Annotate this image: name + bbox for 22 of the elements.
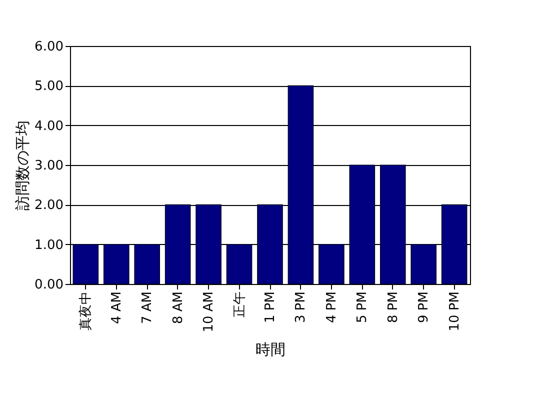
x-tick-label: 3 PM — [294, 292, 309, 323]
x-tick-label: 5 PM — [355, 292, 370, 323]
x-tick-label: 1 PM — [263, 292, 278, 323]
x-tick-label: 真夜中 — [78, 292, 94, 330]
x-tick-label: 9 PM — [416, 292, 432, 323]
x-axis-title: 時間 — [256, 340, 286, 358]
y-axis-title: 訪問数の平均 — [14, 120, 32, 210]
x-tick-label: 4 AM — [109, 292, 124, 324]
y-tick-label: 4.00 — [34, 118, 64, 134]
y-tick-label: 6.00 — [34, 40, 64, 54]
y-tick-label: 0.00 — [34, 278, 64, 292]
y-tick-label: 5.00 — [34, 79, 64, 94]
y-tick-label: 3.00 — [34, 158, 64, 174]
x-tick-label: 8 PM — [386, 292, 401, 323]
y-tick-label: 2.00 — [34, 198, 64, 214]
x-tick-label: 10 AM — [202, 292, 217, 332]
y-tick-label: 1.00 — [34, 238, 64, 253]
x-tick-label: 7 AM — [140, 292, 156, 324]
x-tick-label: 10 PM — [447, 292, 462, 332]
x-tick-label: 正午 — [232, 292, 248, 318]
x-tick-label: 8 AM — [170, 292, 186, 324]
x-tick-label: 4 PM — [324, 292, 340, 323]
